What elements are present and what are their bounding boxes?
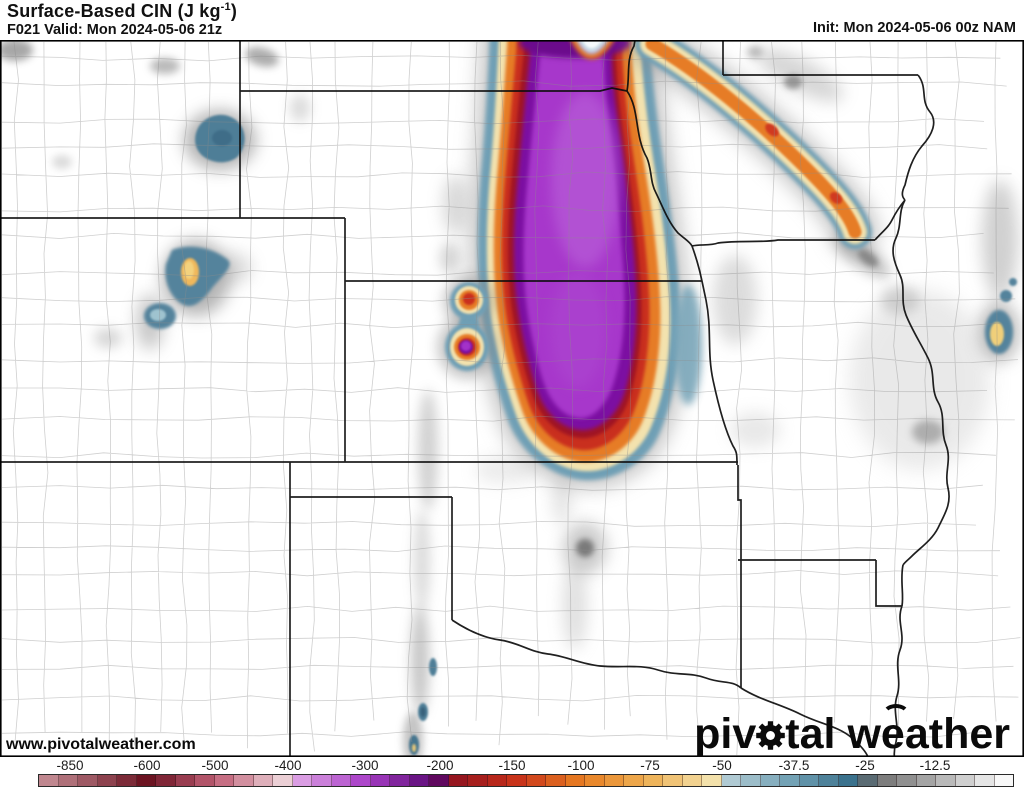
header: Surface-Based CIN (J kg-1) F021 Valid: M…: [0, 0, 1024, 40]
colorbar-cell: [838, 775, 858, 786]
colorbar-label: -75: [640, 758, 660, 773]
colorbar-label: -12.5: [919, 758, 951, 773]
weather-map-canvas: [0, 40, 1024, 757]
logo-text-e-accented: e: [880, 704, 910, 758]
cin-feature-wyoming: [184, 110, 256, 170]
page-title: Surface-Based CIN (J kg-1): [7, 1, 237, 22]
logo-text-tal: tal: [785, 710, 836, 758]
watermark: www.pivotalweather.com: [6, 736, 196, 753]
colorbar-cell: [507, 775, 527, 786]
colorbar-label: -25: [855, 758, 875, 773]
colorbar-cell: [604, 775, 624, 786]
cin-feature-missouri-edge: [979, 278, 1019, 362]
colorbar-cell: [195, 775, 215, 786]
cin-gray-shading: [0, 40, 1018, 757]
county-boundaries: [1, 41, 1021, 756]
gear-icon: [756, 721, 786, 750]
cin-hook-band: [629, 40, 878, 255]
colorbar-cell: [760, 775, 780, 786]
cin-main-blob: [469, 40, 702, 489]
title-text: Surface-Based CIN (J kg: [7, 1, 221, 21]
colorbar-cell: [799, 775, 819, 786]
state-borders: [0, 40, 950, 757]
init-time-label: Init: Mon 2024-05-06 00z NAM: [812, 20, 1016, 36]
cin-dryline-dots: [409, 658, 437, 755]
colorbar-cell: [682, 775, 702, 786]
colorbar-label: -850: [56, 758, 84, 773]
colorbar-cell: [526, 775, 546, 786]
colorbar-label: -200: [426, 758, 454, 773]
colorbar-cell: [624, 775, 644, 786]
colorbar-label: -600: [133, 758, 161, 773]
logo-text-piv: piv: [694, 710, 757, 758]
colorbar-cell: [721, 775, 741, 786]
colorbar-cell: [546, 775, 566, 786]
colorbar-label: -300: [351, 758, 379, 773]
map-frame: [0, 40, 1024, 757]
colorbar-cell: [312, 775, 332, 786]
colorbar: [38, 774, 1014, 787]
logo-text-w: w: [847, 710, 881, 758]
colorbar-label: -150: [498, 758, 526, 773]
colorbar-cell: [975, 775, 995, 786]
colorbar-cell: [253, 775, 273, 786]
title-close: ): [230, 1, 238, 21]
colorbar-cell: [780, 775, 800, 786]
colorbar-cell: [58, 775, 78, 786]
title-superscript: -1: [220, 1, 231, 13]
colorbar-legend: -850 -600 -500 -400 -300 -200 -150 -100 -75 -50 -3…: [0, 757, 1024, 791]
colorbar-cell: [468, 775, 488, 786]
colorbar-cell: [936, 775, 956, 786]
valid-time-label: F021 Valid: Mon 2024-05-06 21z: [7, 22, 223, 38]
colorbar-cell: [39, 775, 59, 786]
colorbar-cell: [916, 775, 936, 786]
colorbar-cell: [214, 775, 234, 786]
colorbar-cell: [351, 775, 371, 786]
colorbar-cell: [331, 775, 351, 786]
colorbar-cell: [565, 775, 585, 786]
colorbar-cell: [409, 775, 429, 786]
colorbar-cell: [702, 775, 722, 786]
colorbar-cell: [292, 775, 312, 786]
colorbar-label: -400: [274, 758, 302, 773]
colorbar-cell: [429, 775, 449, 786]
colorbar-cell: [370, 775, 390, 786]
logo-text-ather: ather: [904, 710, 1010, 758]
colorbar-cell: [819, 775, 839, 786]
colorbar-label: -500: [201, 758, 229, 773]
cin-feature-kansas: [437, 275, 497, 379]
colorbar-cell: [97, 775, 117, 786]
colorbar-cell: [897, 775, 917, 786]
colorbar-cell: [448, 775, 468, 786]
colorbar-cell: [78, 775, 98, 786]
colorbar-cell: [643, 775, 663, 786]
colorbar-cell: [585, 775, 605, 786]
colorbar-cell: [955, 775, 975, 786]
colorbar-label: -50: [712, 758, 732, 773]
cin-feature-colorado: [136, 240, 252, 350]
colorbar-cell: [741, 775, 761, 786]
colorbar-cell: [858, 775, 878, 786]
map-area: www.pivotalweather.com piv tal weather: [0, 40, 1024, 757]
colorbar-cell: [156, 775, 176, 786]
colorbar-label: -37.5: [778, 758, 810, 773]
colorbar-cell: [175, 775, 195, 786]
colorbar-label: -100: [567, 758, 595, 773]
colorbar-cell: [234, 775, 254, 786]
colorbar-cell: [877, 775, 897, 786]
colorbar-cell: [136, 775, 156, 786]
colorbar-cell: [117, 775, 137, 786]
colorbar-cell: [273, 775, 293, 786]
pivotal-weather-logo: piv tal weather: [694, 704, 1010, 758]
colorbar-cell: [994, 775, 1013, 786]
colorbar-cell: [390, 775, 410, 786]
colorbar-cell: [487, 775, 507, 786]
colorbar-cell: [663, 775, 683, 786]
